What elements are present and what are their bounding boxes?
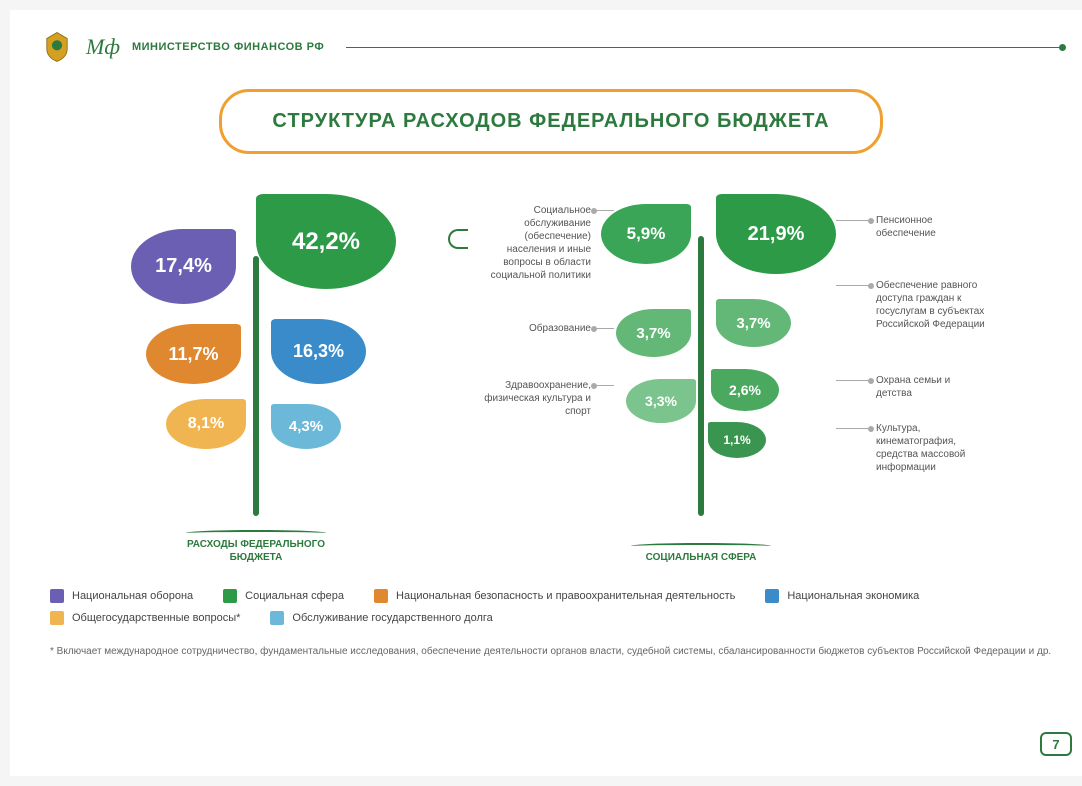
connector-line	[836, 428, 871, 429]
connector-line	[836, 220, 871, 221]
leaf-value: 4,3%	[289, 418, 323, 435]
tree-federal-budget: РАСХОДЫ ФЕДЕРАЛЬНОГО БЮДЖЕТА 42,2% 17,4% 1…	[56, 184, 456, 564]
leaf-t1-l4: 11,7%	[146, 324, 241, 384]
legend-item: Национальная экономика	[765, 589, 919, 603]
leaf-value: 2,6%	[729, 382, 761, 398]
detail-label: Обеспечение равного доступа граждан к го…	[876, 279, 986, 331]
leaf-t2-l7: 1,1%	[708, 422, 766, 458]
legend-label: Национальная безопасность и правоохранит…	[396, 590, 735, 602]
legend-item: Общегосударственные вопросы*	[50, 611, 240, 625]
connector-line	[836, 285, 871, 286]
legend-label: Национальная оборона	[72, 590, 193, 602]
ministry-label: МИНИСТЕРСТВО ФИНАНСОВ РФ	[132, 41, 324, 53]
detail-label: Социальное обслуживание (обеспечение) на…	[481, 204, 591, 282]
tree-stem	[253, 256, 259, 516]
leaf-t1-l6: 4,3%	[271, 404, 341, 449]
connector-line	[594, 328, 614, 329]
detail-label: Охрана семьи и детства	[876, 374, 986, 400]
leaf-t2-l2: 5,9%	[601, 204, 691, 264]
title-box: СТРУКТУРА РАСХОДОВ ФЕДЕРАЛЬНОГО БЮДЖЕТА	[219, 89, 882, 154]
tree-social-sphere: СОЦИАЛЬНАЯ СФЕРА 21,9% 5,9% 3,7% 3,7% 3,3% 2,…	[486, 184, 1046, 564]
detail-label: Культура, кинематография, средства массо…	[876, 422, 986, 474]
leaf-value: 21,9%	[748, 223, 805, 246]
connector-line	[594, 385, 614, 386]
leaf-value: 3,7%	[736, 315, 770, 332]
leaf-value: 5,9%	[627, 224, 666, 244]
leaf-value: 17,4%	[155, 255, 212, 278]
legend-item: Национальная безопасность и правоохранит…	[374, 589, 735, 603]
header: Мф МИНИСТЕРСТВО ФИНАНСОВ РФ	[40, 30, 1062, 64]
detail-label: Пенсионное обеспечение	[876, 214, 986, 240]
leaf-value: 8,1%	[188, 415, 224, 433]
emblem-icon	[40, 30, 74, 64]
leaf-value: 42,2%	[292, 228, 360, 256]
page: Мф МИНИСТЕРСТВО ФИНАНСОВ РФ СТРУКТУРА РА…	[10, 10, 1082, 776]
tree-base-label: СОЦИАЛЬНАЯ СФЕРА	[626, 543, 776, 564]
detail-label: Образование	[481, 322, 591, 335]
logo-text: Мф	[86, 34, 120, 60]
legend-swatch	[50, 611, 64, 625]
leaf-t1-l2: 17,4%	[131, 229, 236, 304]
detail-label: Здравоохранение, физическая культура и с…	[481, 379, 591, 418]
footnote: * Включает международное сотрудничество,…	[40, 645, 1062, 659]
leaf-t2-l1: 21,9%	[716, 194, 836, 274]
connector-line	[594, 210, 614, 211]
leaf-t1-l3: 16,3%	[271, 319, 366, 384]
legend-label: Национальная экономика	[787, 590, 919, 602]
tree-base-label: РАСХОДЫ ФЕДЕРАЛЬНОГО БЮДЖЕТА	[181, 530, 331, 564]
page-number: 7	[1040, 732, 1072, 756]
legend-item: Обслуживание государственного долга	[270, 611, 492, 625]
legend-swatch	[765, 589, 779, 603]
leaf-value: 1,1%	[723, 433, 750, 447]
leaf-t2-l3: 3,7%	[616, 309, 691, 357]
leaf-value: 16,3%	[293, 341, 344, 362]
legend-item: Национальная оборона	[50, 589, 193, 603]
leaf-t2-l6: 2,6%	[711, 369, 779, 411]
legend-swatch	[223, 589, 237, 603]
legend-label: Общегосударственные вопросы*	[72, 612, 240, 624]
legend-label: Социальная сфера	[245, 590, 344, 602]
legend-swatch	[270, 611, 284, 625]
legend-label: Обслуживание государственного долга	[292, 612, 492, 624]
legend-item: Социальная сфера	[223, 589, 344, 603]
legend: Национальная оборона Социальная сфера Наци…	[40, 589, 1062, 625]
leaf-value: 11,7%	[168, 344, 218, 365]
trees-container: РАСХОДЫ ФЕДЕРАЛЬНОГО БЮДЖЕТА 42,2% 17,4% 1…	[40, 184, 1062, 564]
leaf-t1-l5: 8,1%	[166, 399, 246, 449]
connector-line	[836, 380, 871, 381]
leaf-t1-l1: 42,2%	[256, 194, 396, 289]
legend-swatch	[50, 589, 64, 603]
tree-connector	[448, 229, 468, 249]
legend-swatch	[374, 589, 388, 603]
leaf-t2-l5: 3,3%	[626, 379, 696, 423]
page-title: СТРУКТУРА РАСХОДОВ ФЕДЕРАЛЬНОГО БЮДЖЕТА	[272, 110, 829, 133]
leaf-t2-l4: 3,7%	[716, 299, 791, 347]
leaf-value: 3,7%	[636, 325, 670, 342]
tree-stem	[698, 236, 704, 516]
leaf-value: 3,3%	[645, 393, 677, 409]
header-divider	[346, 47, 1062, 48]
